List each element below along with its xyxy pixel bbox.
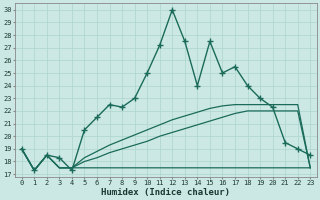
X-axis label: Humidex (Indice chaleur): Humidex (Indice chaleur) [101,188,230,197]
